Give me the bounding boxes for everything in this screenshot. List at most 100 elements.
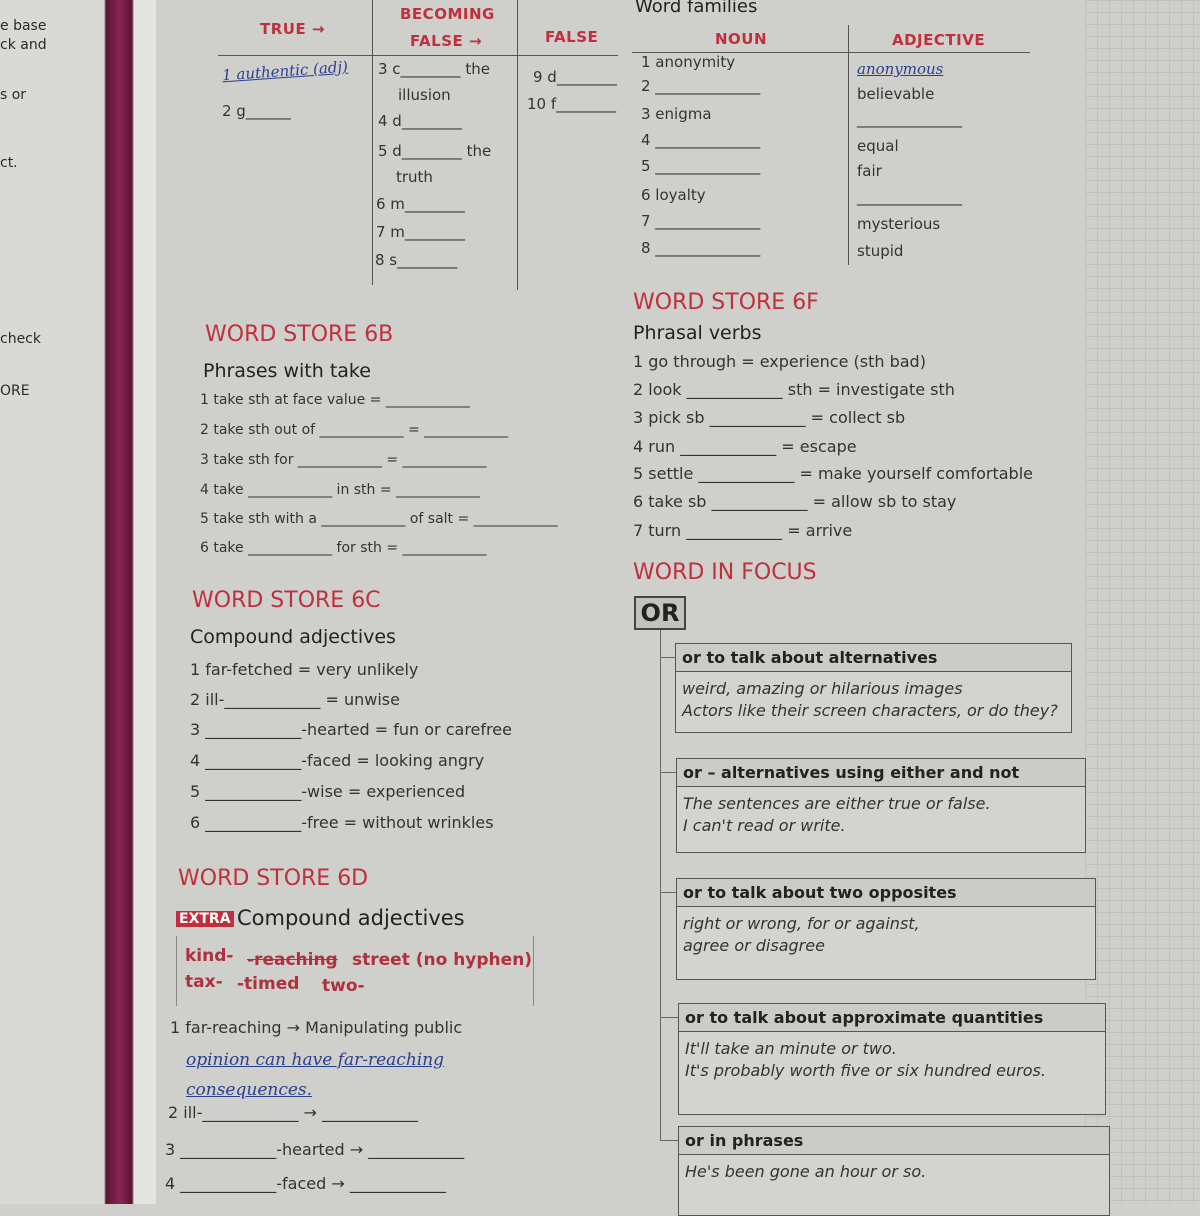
focus-box-header: or to talk about two opposites: [677, 879, 1095, 907]
6b-item: 6 take ____________ for sth = __________…: [200, 540, 487, 556]
6f-item: 5 settle ____________ = make yourself co…: [633, 464, 1033, 483]
adjective-item: anonymous: [857, 60, 944, 78]
6d-item: 1 far-reaching → Manipulating public: [170, 1018, 463, 1037]
left-page: [0, 0, 92, 1204]
focus-box-header: or in phrases: [679, 1127, 1109, 1155]
left-fragment: ck and: [0, 37, 47, 53]
noun-item: 1 anonymity: [641, 53, 736, 71]
header-becoming: BECOMING: [400, 5, 495, 23]
adjective-item: equal: [857, 137, 899, 155]
connector-line: [660, 1017, 678, 1018]
6d-item: 3 ____________-hearted → ____________: [165, 1140, 465, 1159]
6f-item: 3 pick sb ____________ = collect sb: [633, 408, 906, 427]
word-store-6f-subtitle: Phrasal verbs: [633, 322, 762, 344]
adjective-item: fair: [857, 162, 882, 180]
focus-box-body: It'll take an minute or two. It's probabl…: [679, 1032, 1105, 1088]
table-divider: [632, 52, 1030, 53]
example-line: agree or disagree: [683, 936, 825, 955]
6c-item: 3 ____________-hearted = fun or carefree: [190, 720, 512, 739]
word-box: kind- -reaching street (no hyphen) tax- …: [176, 936, 534, 1006]
6d-item: 4 ____________-faced → ____________: [165, 1174, 446, 1193]
column-divider: [848, 25, 849, 265]
header-becoming-false: FALSE →: [410, 32, 483, 50]
6c-item: 2 ill-____________ = unwise: [190, 690, 400, 709]
header-adjective: ADJECTIVE: [892, 31, 986, 49]
example-line: right or wrong, for or against,: [683, 914, 920, 933]
becoming-item: 3 c________ the: [378, 60, 490, 78]
table-divider: [218, 55, 618, 56]
6f-item: 6 take sb ____________ = allow sb to sta…: [633, 492, 957, 511]
box-word: -timed: [237, 974, 300, 994]
connector-line: [660, 630, 661, 1140]
6f-item: 7 turn ____________ = arrive: [633, 521, 853, 540]
focus-box-body: weird, amazing or hilarious images Actors…: [676, 672, 1071, 728]
focus-box: or to talk about alternatives weird, amaz…: [675, 643, 1072, 733]
noun-item: 5 ______________: [641, 157, 761, 175]
noun-item: 7 ______________: [641, 212, 761, 230]
false-item: 9 d________: [533, 68, 617, 86]
left-fragment: s or: [0, 87, 27, 103]
book-spine: [92, 0, 134, 1204]
focus-box: or in phrases He's been gone an hour or s…: [678, 1126, 1110, 1216]
word-store-6b-subtitle: Phrases with take: [203, 360, 371, 382]
adjective-item: ______________: [857, 188, 962, 206]
6f-item: 4 run ____________ = escape: [633, 437, 857, 456]
connector-line: [660, 892, 676, 893]
word-families-title: Word families: [635, 0, 758, 17]
left-fragment: check: [0, 331, 41, 347]
6d-item-answer: consequences.: [186, 1080, 313, 1100]
focus-box-header: or to talk about alternatives: [676, 644, 1071, 672]
focus-box-header: or – alternatives using either and not: [677, 759, 1085, 787]
box-word: street (no hyphen): [352, 950, 533, 970]
6c-item: 4 ____________-faced = looking angry: [190, 751, 485, 770]
focus-box: or – alternatives using either and not Th…: [676, 758, 1086, 853]
6d-item: 2 ill-____________ → ____________: [168, 1103, 418, 1122]
connector-line: [660, 1140, 678, 1141]
focus-box-body: The sentences are either true or false. I…: [677, 787, 1085, 843]
header-noun: NOUN: [715, 30, 768, 48]
example-line: The sentences are either true or false.: [683, 794, 991, 813]
word-store-6f-title: WORD STORE 6F: [633, 290, 819, 315]
left-fragment: ct.: [0, 155, 18, 171]
6c-item: 6 ____________-free = without wrinkles: [190, 813, 494, 832]
word-store-6d-title: WORD STORE 6D: [178, 866, 369, 891]
adjective-item: believable: [857, 85, 935, 103]
word-in-focus-title: WORD IN FOCUS: [633, 560, 817, 585]
word-store-6b-title: WORD STORE 6B: [205, 322, 394, 347]
6c-item: 5 ____________-wise = experienced: [190, 782, 466, 801]
6b-item: 1 take sth at face value = ____________: [200, 392, 470, 408]
example-line: It's probably worth five or six hundred …: [685, 1061, 1046, 1080]
becoming-item: 5 d________ the: [378, 142, 492, 160]
6f-item: 2 look ____________ sth = investigate st…: [633, 380, 955, 399]
extra-badge: EXTRA: [176, 908, 234, 927]
word-store-6c-subtitle: Compound adjectives: [190, 626, 396, 648]
becoming-item: 4 d________: [378, 112, 462, 130]
focus-word: OR: [634, 596, 686, 630]
true-item: 1 authentic (adj): [221, 57, 349, 85]
column-divider: [517, 0, 518, 290]
true-item: 2 g______: [222, 102, 291, 120]
example-line: Actors like their screen characters, or …: [682, 701, 1058, 720]
noun-item: 4 ______________: [641, 131, 761, 149]
column-divider: [372, 0, 373, 285]
left-fragment: ORE: [0, 383, 30, 399]
false-item: 10 f________: [527, 95, 617, 113]
focus-box-header: or to talk about approximate quantities: [679, 1004, 1105, 1032]
6b-item: 5 take sth with a ____________ of salt =…: [200, 511, 558, 527]
focus-box-body: right or wrong, for or against, agree or …: [677, 907, 1095, 963]
noun-item: 8 ______________: [641, 239, 761, 257]
noun-item: 6 loyalty: [641, 186, 706, 204]
6b-item: 2 take sth out of ____________ = _______…: [200, 422, 509, 438]
box-word: -reaching: [247, 950, 338, 970]
becoming-item: 7 m________: [376, 223, 465, 241]
box-word: kind-: [185, 946, 234, 966]
box-word: tax-: [185, 972, 223, 992]
adjective-item: ______________: [857, 110, 962, 128]
word-store-6c-title: WORD STORE 6C: [192, 588, 381, 613]
word-store-6d-subtitle: Compound adjectives: [237, 906, 465, 930]
6b-item: 4 take ____________ in sth = ___________…: [200, 482, 481, 498]
example-line: It'll take an minute or two.: [685, 1039, 897, 1058]
header-true: TRUE →: [260, 20, 325, 38]
becoming-item: truth: [396, 168, 433, 186]
header-false: FALSE: [545, 28, 599, 46]
